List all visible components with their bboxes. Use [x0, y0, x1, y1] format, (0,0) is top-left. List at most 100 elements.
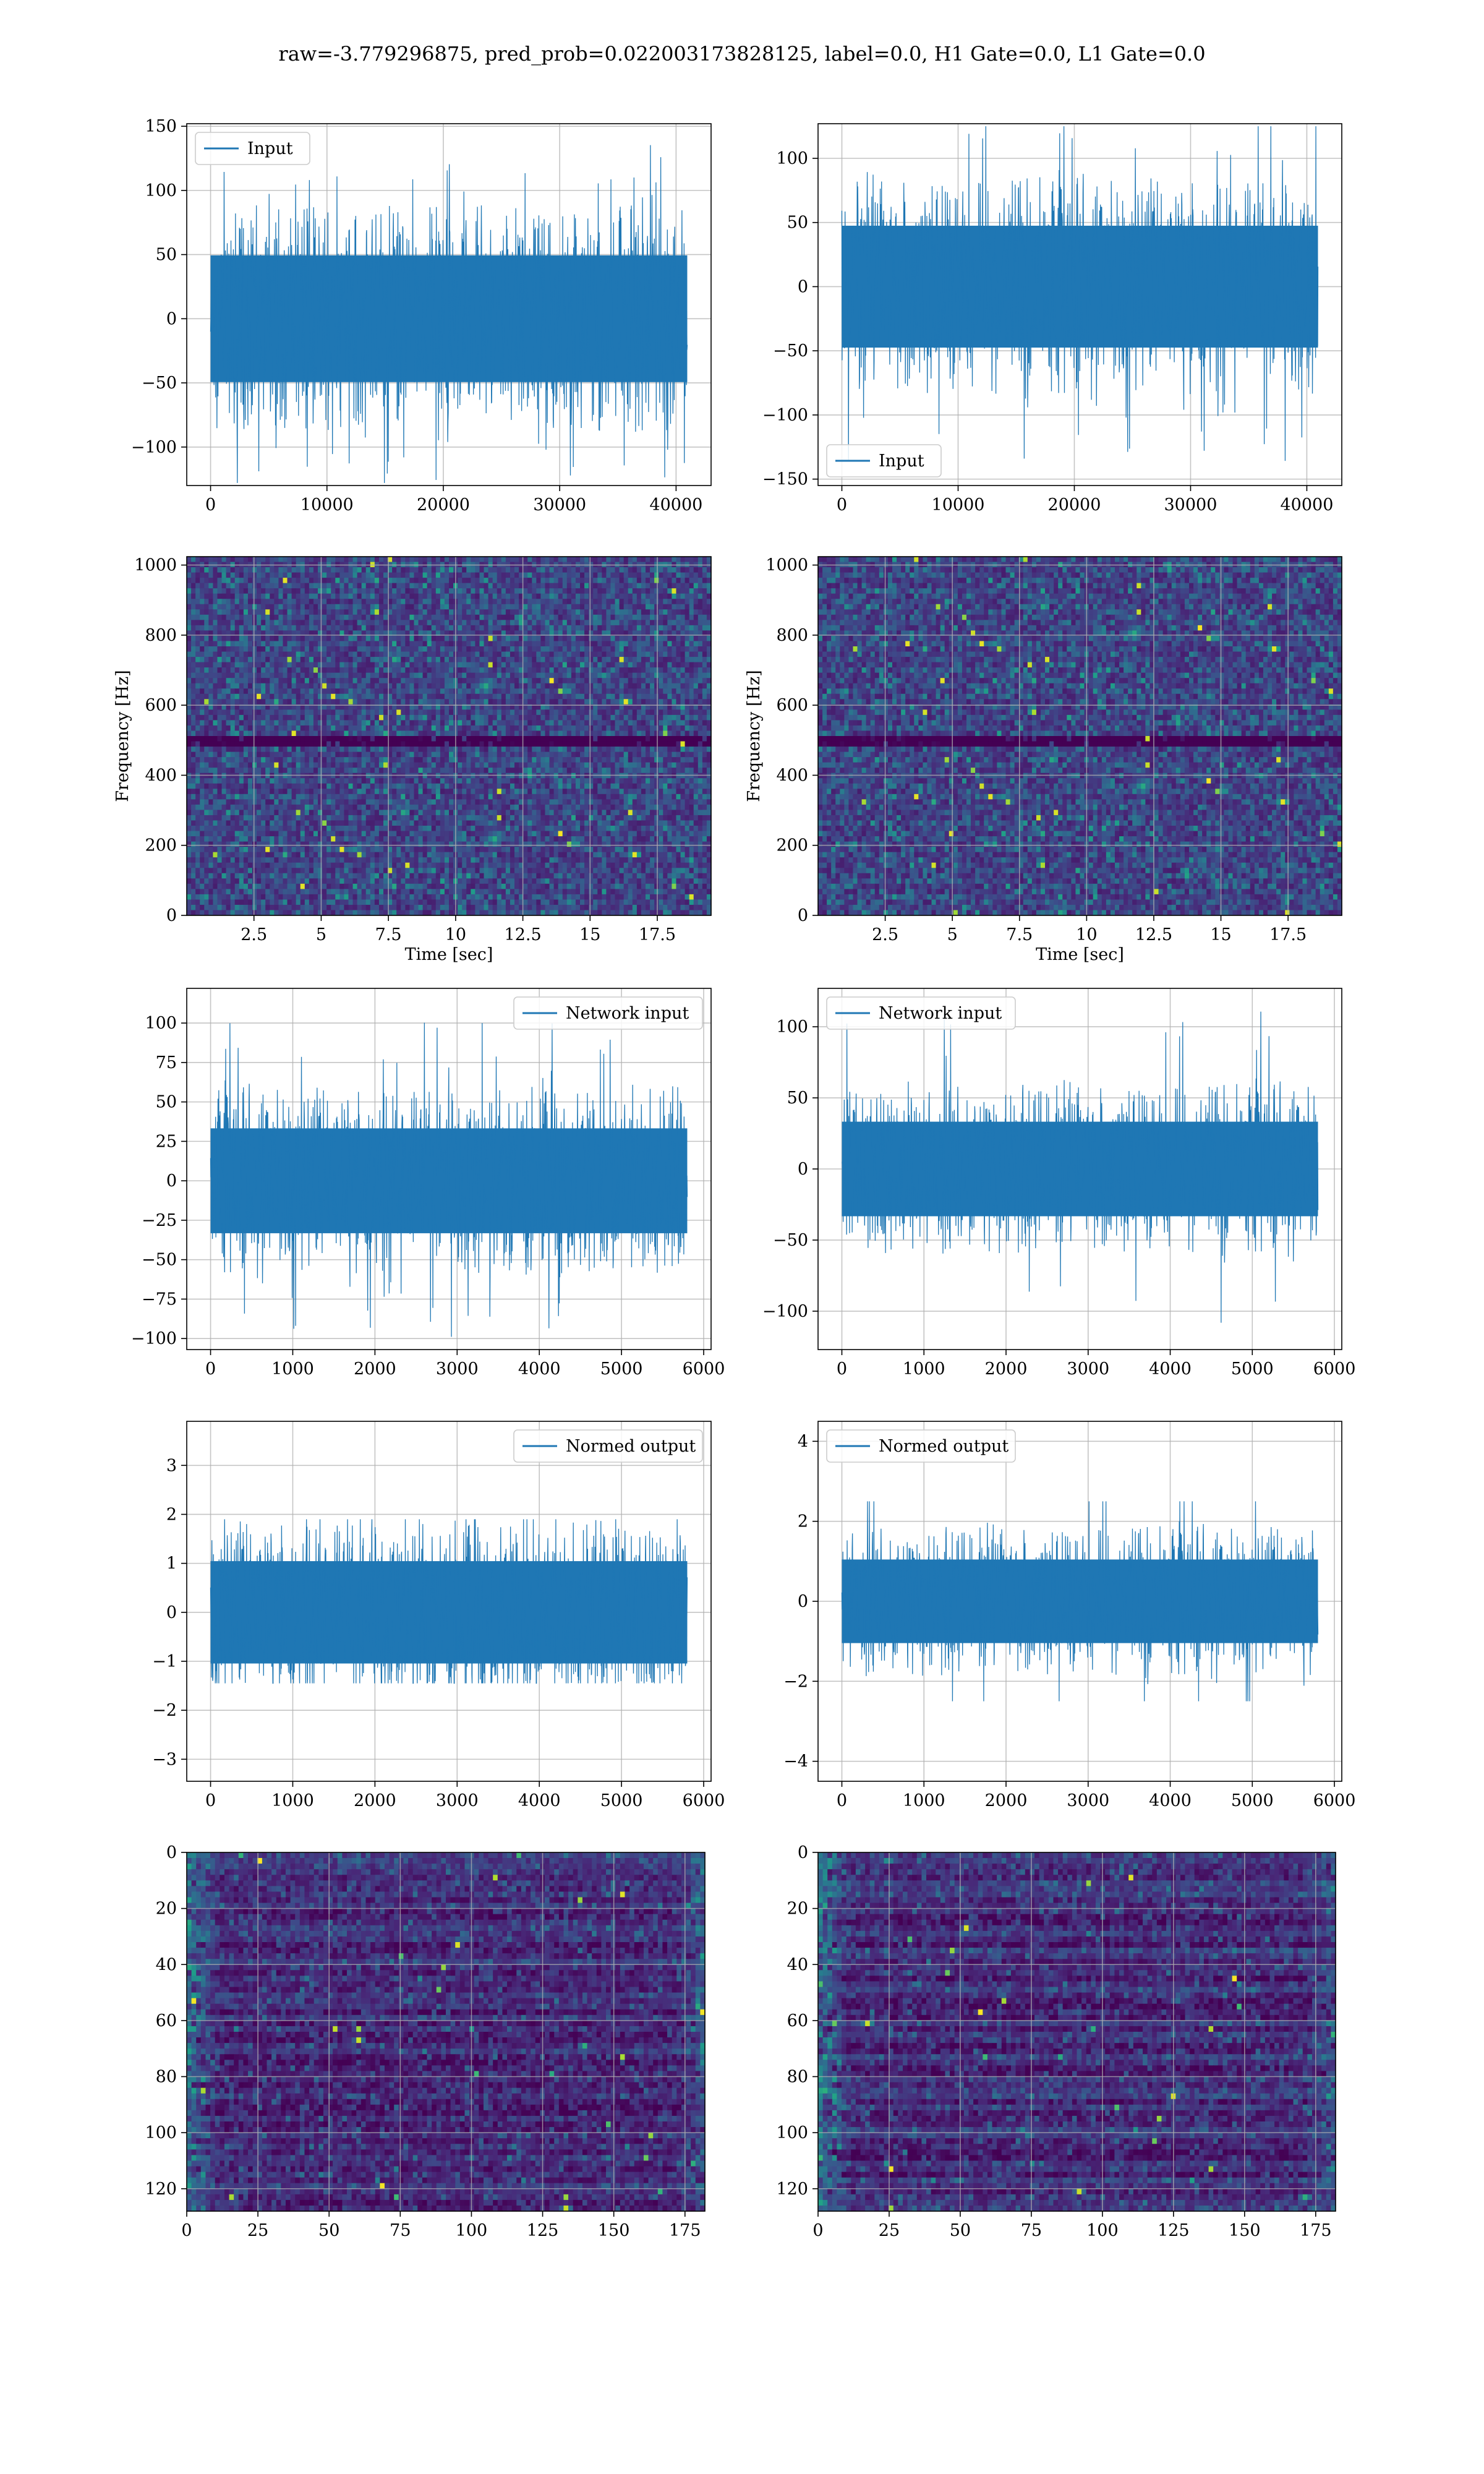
y-tick-label: 0 [166, 309, 177, 328]
series-line [842, 1012, 1318, 1323]
y-tick-label: 80 [787, 2068, 808, 2087]
x-tick-label: 7.5 [375, 925, 402, 944]
y-tick-label: 60 [787, 2011, 808, 2031]
y-tick-label: 100 [145, 1014, 177, 1033]
x-tick-label: 12.5 [1135, 925, 1172, 944]
x-tick-label: 100 [1086, 2221, 1119, 2240]
x-tick-label: 5 [947, 925, 958, 944]
x-tick-label: 0 [812, 2221, 823, 2240]
y-tick-label: 0 [798, 277, 808, 296]
x-tick-label: 12.5 [505, 925, 542, 944]
y-tick-label: −75 [142, 1290, 177, 1309]
x-tick-label: 4000 [518, 1791, 561, 1810]
y-tick-label: 75 [156, 1053, 177, 1072]
x-tick-label: 2000 [354, 1359, 396, 1379]
line-chart-0: 0 10000 20000 30000 40000−100−50050100150Inp… [131, 117, 711, 515]
x-tick-label: 0 [205, 495, 216, 515]
y-tick-label: 20 [787, 1899, 808, 1919]
x-tick-label: 7.5 [1006, 925, 1033, 944]
x-tick-label: 1000 [271, 1791, 314, 1810]
x-tick-label: 5000 [600, 1791, 643, 1810]
y-tick-label: 20 [156, 1899, 177, 1919]
x-tick-label: 25 [879, 2221, 900, 2240]
y-tick-label: −100 [762, 406, 808, 425]
y-tick-label: 1000 [765, 556, 808, 575]
y-tick-label: 2 [798, 1512, 808, 1531]
legend: Network input [827, 997, 1015, 1029]
y-tick-label: 800 [776, 626, 808, 645]
x-tick-label: 30000 [533, 495, 586, 515]
x-tick-label: 3000 [436, 1359, 479, 1379]
series-line [211, 1023, 688, 1337]
x-tick-label: 6000 [1313, 1359, 1356, 1379]
x-tick-label: 50 [950, 2221, 971, 2240]
x-tick-label: 0 [205, 1359, 216, 1379]
y-tick-label: −25 [142, 1211, 177, 1230]
y-tick-label: 600 [145, 696, 177, 715]
y-tick-label: 0 [798, 1160, 808, 1179]
x-tick-label: 4000 [518, 1359, 561, 1379]
x-tick-label: 2.5 [241, 925, 267, 944]
heatmap-cells [187, 1852, 706, 2212]
x-axis-label: Time [sec] [405, 945, 493, 964]
x-tick-label: 5 [316, 925, 326, 944]
legend-entry: Network input [879, 1004, 1002, 1023]
y-tick-label: 3 [166, 1456, 177, 1475]
heatmap-chart-2: 2.5 5 7.5 10 12.5 15 17.502004006008001000Time… [113, 556, 712, 964]
y-tick-label: −50 [773, 341, 808, 361]
x-tick-label: 125 [1158, 2221, 1190, 2240]
x-tick-label: 5000 [1231, 1791, 1274, 1810]
x-tick-label: 30000 [1164, 495, 1217, 515]
x-tick-label: 20000 [1048, 495, 1101, 515]
y-axis-label: Frequency [Hz] [113, 670, 132, 802]
y-tick-label: 60 [156, 2011, 177, 2031]
x-axis-label: Time [sec] [1036, 945, 1124, 964]
y-tick-label: 0 [166, 906, 177, 925]
x-tick-label: 10000 [301, 495, 354, 515]
x-tick-label: 0 [181, 2221, 192, 2240]
x-tick-label: 75 [390, 2221, 411, 2240]
series-line [842, 126, 1318, 461]
y-tick-label: 400 [776, 766, 808, 785]
y-tick-label: −100 [762, 1302, 808, 1321]
x-tick-label: 150 [598, 2221, 630, 2240]
legend: Normed output [827, 1430, 1015, 1462]
x-tick-label: 6000 [683, 1791, 725, 1810]
y-tick-label: 4 [798, 1432, 808, 1451]
y-tick-label: 120 [776, 2180, 808, 2199]
x-tick-label: 3000 [1067, 1359, 1109, 1379]
y-tick-label: −150 [762, 470, 808, 489]
y-tick-label: 200 [145, 836, 177, 855]
y-tick-label: 50 [156, 246, 177, 265]
x-tick-label: 150 [1229, 2221, 1261, 2240]
y-tick-label: 40 [787, 1955, 808, 1974]
x-tick-label: 125 [527, 2221, 559, 2240]
x-tick-label: 1000 [903, 1791, 945, 1810]
x-tick-label: 4000 [1149, 1359, 1192, 1379]
x-tick-label: 2000 [985, 1791, 1028, 1810]
x-tick-label: 3000 [1067, 1791, 1109, 1810]
y-tick-label: −2 [152, 1701, 177, 1720]
legend: Network input [514, 997, 702, 1029]
heatmap-chart-3: 2.5 5 7.5 10 12.5 15 17.502004006008001000Time… [744, 556, 1342, 964]
x-tick-label: 0 [837, 1359, 847, 1379]
y-tick-label: −4 [783, 1752, 808, 1771]
y-tick-label: 2 [166, 1505, 177, 1524]
legend: Normed output [514, 1430, 702, 1462]
y-tick-label: −100 [131, 438, 177, 457]
y-tick-label: 0 [166, 1603, 177, 1622]
line-chart-1: 0 10000 20000 30000 40000−150−100−50050100In… [762, 124, 1342, 515]
y-tick-label: 80 [156, 2068, 177, 2087]
x-tick-label: 0 [205, 1791, 216, 1810]
x-tick-label: 10000 [932, 495, 985, 515]
x-tick-label: 15 [1210, 925, 1231, 944]
legend-entry: Network input [566, 1004, 689, 1023]
x-tick-label: 10 [445, 925, 466, 944]
y-axis-label: Frequency [Hz] [744, 670, 764, 802]
y-tick-label: −50 [142, 1251, 177, 1270]
y-tick-label: −1 [152, 1652, 177, 1671]
